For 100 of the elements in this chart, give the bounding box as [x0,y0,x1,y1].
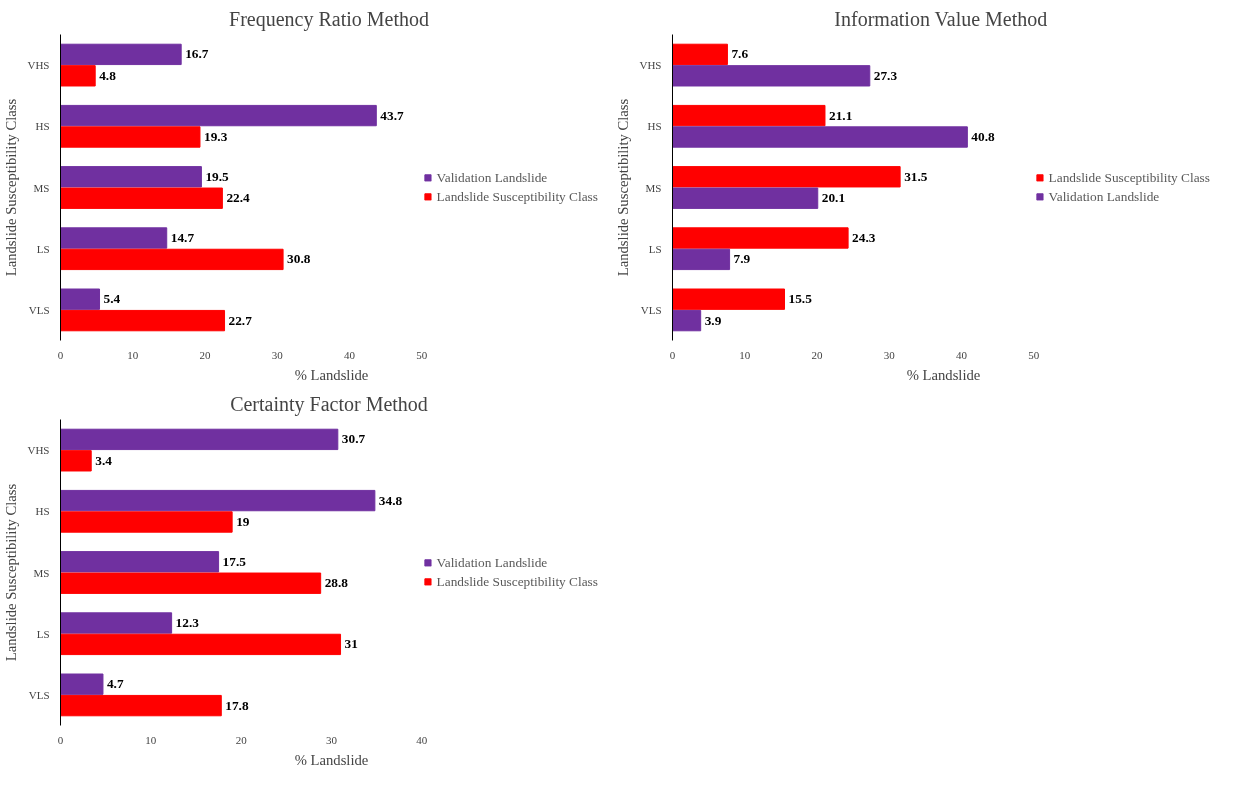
data-label: 28.8 [324,575,349,591]
data-label: 21.1 [828,107,853,123]
bar [60,248,284,271]
x-tick-label: 30 [883,348,896,361]
data-label: 12.3 [175,614,200,630]
bar [60,489,376,512]
y-axis-title: Landslide Susceptibility Class [3,98,20,277]
bar [60,612,173,634]
data-label: 40.8 [971,129,996,145]
bar [672,227,849,249]
chart-title: Certainty Factor Method [230,392,428,416]
bar [60,450,92,472]
legend-label: Landslide Susceptibility Class [1048,169,1210,186]
data-label: 31 [344,636,358,652]
y-tick-label: LS [36,242,50,255]
bar [60,187,223,209]
x-tick-label: 0 [57,733,64,746]
chart-title: Frequency Ratio Method [229,7,429,31]
data-label: 24.3 [852,229,876,245]
x-tick-label: 10 [127,348,139,361]
y-axis-title: Landslide Susceptibility Class [615,98,632,277]
data-label: 27.3 [873,67,898,83]
bar [60,65,96,87]
data-label: 4.7 [106,676,124,692]
bar [672,126,968,148]
data-label: 22.7 [228,312,253,328]
x-tick-label: 0 [57,348,64,361]
y-tick-label: VHS [639,59,662,72]
data-label: 16.7 [185,46,209,62]
legend-label: Landslide Susceptibility Class [436,188,598,205]
y-axis-title: Landslide Susceptibility Class [3,483,20,662]
y-tick-label: VHS [27,444,50,457]
y-tick-label: MS [33,566,50,579]
data-label: 3.4 [95,452,113,468]
data-label: 31.5 [904,168,928,184]
bar [60,43,182,66]
x-tick-label: 20 [199,348,212,361]
data-label: 17.5 [222,553,247,569]
y-tick-label: HS [35,505,50,518]
y-tick-label: HS [35,120,50,133]
y-tick-label: MS [645,181,662,194]
x-tick-label: 20 [811,348,824,361]
bar [60,694,222,717]
y-tick-label: VLS [640,303,662,316]
bar [60,551,220,573]
bar [672,187,819,209]
bar [60,288,101,310]
bar [60,633,342,656]
bar [60,673,104,695]
bar [60,104,377,127]
bar [60,572,322,594]
x-tick-label: 0 [669,348,676,361]
bar [672,104,826,127]
x-axis-title: % Landslide [294,751,369,768]
legend-label: Validation Landslide [436,169,548,186]
y-tick-label: LS [36,627,50,640]
legend-label: Landslide Susceptibility Class [436,573,598,590]
x-tick-label: 10 [739,348,751,361]
y-tick-label: LS [648,242,662,255]
bar [672,65,871,87]
x-tick-label: 40 [344,348,356,361]
x-tick-label: 40 [956,348,968,361]
data-label: 19 [236,514,250,530]
y-tick-label: VHS [27,59,50,72]
data-label: 43.7 [380,107,404,123]
y-tick-label: VLS [28,303,50,316]
bar [60,126,201,148]
data-label: 19.5 [205,168,230,184]
data-label: 4.8 [99,67,117,83]
x-tick-label: 50 [1028,348,1040,361]
data-label: 14.7 [170,229,195,245]
data-label: 15.5 [788,291,813,307]
x-tick-label: 20 [235,733,248,746]
y-tick-label: MS [33,181,50,194]
data-label: 5.4 [103,291,121,307]
data-label: 20.1 [821,190,846,206]
bar [672,248,731,271]
bar [672,309,702,332]
data-label: 17.8 [225,697,249,713]
bar [672,166,901,188]
x-tick-label: 30 [326,733,338,746]
legend-label: Validation Landslide [1048,188,1160,205]
bar [60,309,226,332]
x-tick-label: 30 [271,348,284,361]
data-label: 7.9 [733,251,751,267]
data-label: 22.4 [226,190,251,206]
bar [672,288,786,310]
x-tick-label: 50 [416,348,428,361]
data-label: 34.8 [378,492,403,508]
chart-title: Information Value Method [834,7,1048,30]
data-label: 30.7 [341,431,366,447]
x-axis-title: % Landslide [906,366,981,383]
data-label: 7.6 [731,46,749,62]
data-label: 30.8 [287,251,311,267]
y-tick-label: VLS [28,688,50,701]
y-tick-label: HS [647,120,662,133]
legend-label: Validation Landslide [436,554,548,571]
bar [672,43,728,66]
x-axis-title: % Landslide [294,366,369,383]
bar [60,428,339,451]
